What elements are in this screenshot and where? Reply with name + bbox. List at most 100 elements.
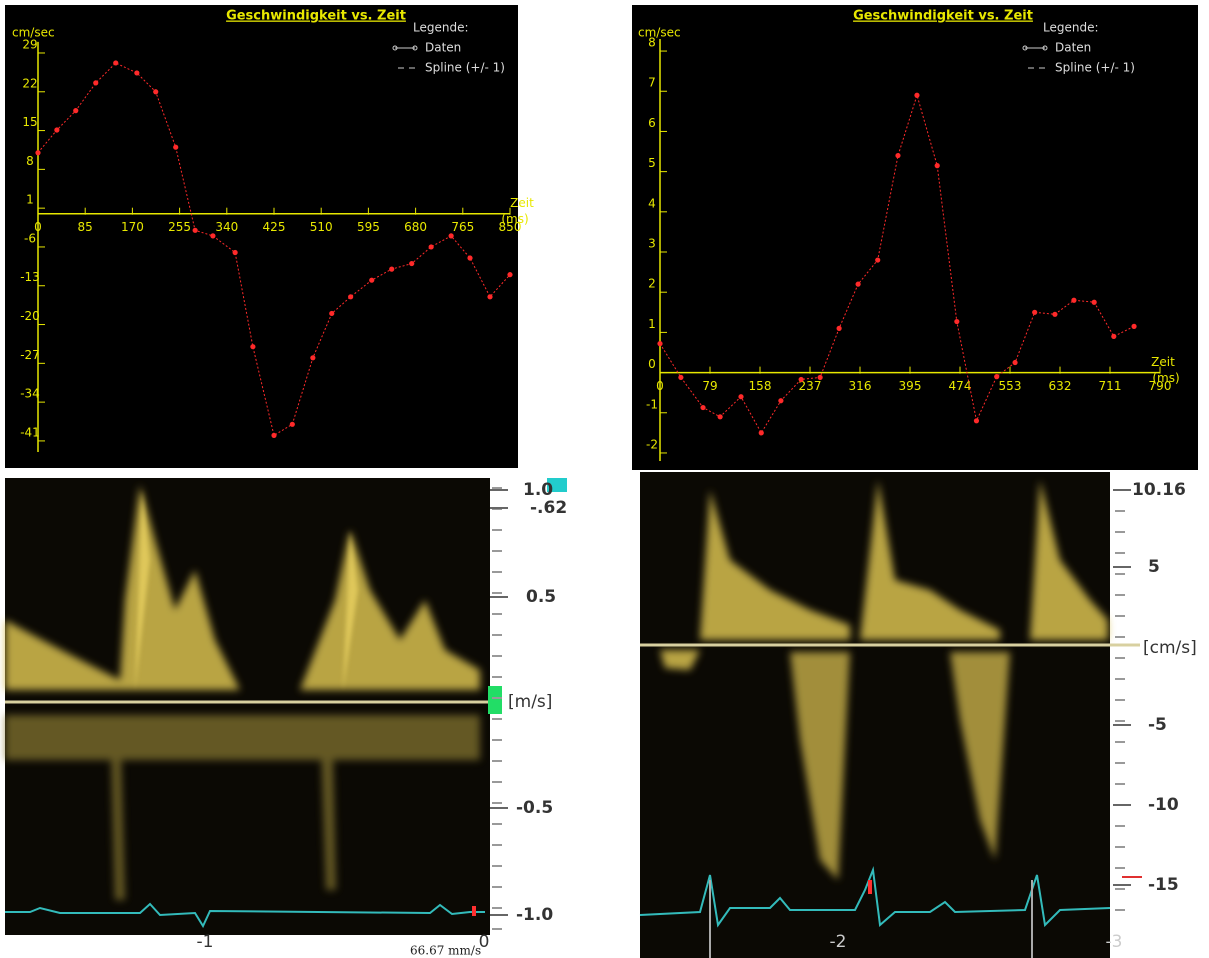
scale-label: 0.5 bbox=[526, 587, 556, 607]
y-tick-label: -13 bbox=[20, 270, 40, 284]
data-point bbox=[250, 344, 255, 349]
data-point bbox=[1131, 324, 1136, 329]
page: 1.0-.620.5-0.5-1.0[m/s]-1066.67 mm/s10.1… bbox=[0, 0, 1209, 958]
data-point bbox=[856, 282, 861, 287]
data-point bbox=[329, 311, 334, 316]
data-point bbox=[837, 326, 842, 331]
data-point bbox=[290, 422, 295, 427]
x-tick-label: 765 bbox=[451, 220, 474, 234]
data-point bbox=[73, 108, 78, 113]
time-label: -3 bbox=[1106, 932, 1123, 952]
data-point bbox=[233, 250, 238, 255]
data-point bbox=[310, 355, 315, 360]
data-point bbox=[409, 261, 414, 266]
x-axis-label: Zeit bbox=[510, 196, 534, 210]
x-tick-label: 711 bbox=[1099, 379, 1122, 393]
chart-panel bbox=[632, 5, 1198, 470]
legend-title: Legende: bbox=[1043, 21, 1099, 35]
y-tick-label: -2 bbox=[646, 437, 658, 451]
data-point bbox=[429, 244, 434, 249]
x-tick-label: 0 bbox=[656, 379, 664, 393]
data-point bbox=[818, 375, 823, 380]
x-tick-label: 553 bbox=[999, 379, 1022, 393]
data-point bbox=[54, 127, 59, 132]
x-tick-label: 85 bbox=[78, 220, 93, 234]
data-point bbox=[153, 89, 158, 94]
y-tick-label: 7 bbox=[648, 76, 656, 90]
scale-label: -.62 bbox=[530, 498, 567, 518]
y-tick-label: -20 bbox=[20, 309, 40, 323]
data-point bbox=[1012, 360, 1017, 365]
scale-label: -15 bbox=[1148, 875, 1179, 895]
x-tick-label: 425 bbox=[263, 220, 286, 234]
data-point bbox=[134, 70, 139, 75]
data-point bbox=[994, 374, 999, 379]
x-tick-label: 850 bbox=[499, 220, 522, 234]
x-tick-label: 395 bbox=[899, 379, 922, 393]
x-tick-label: 316 bbox=[849, 379, 872, 393]
legend-label: Spline (+/- 1) bbox=[425, 61, 505, 75]
data-point bbox=[914, 93, 919, 98]
data-point bbox=[1092, 300, 1097, 305]
y-tick-label: 0 bbox=[648, 357, 656, 371]
y-tick-label: -1 bbox=[646, 397, 658, 411]
y-axis-label: cm/sec bbox=[638, 26, 681, 40]
data-point bbox=[193, 228, 198, 233]
scale-label: -1.0 bbox=[516, 905, 553, 925]
x-axis-label: Zeit bbox=[1151, 355, 1175, 369]
data-point bbox=[1071, 298, 1076, 303]
sweep-speed: 66.67 mm/s bbox=[410, 944, 481, 958]
scale-label: -10 bbox=[1148, 795, 1179, 815]
data-point bbox=[700, 405, 705, 410]
y-tick-label: 1 bbox=[648, 317, 656, 331]
data-point bbox=[271, 433, 276, 438]
y-tick-label: 6 bbox=[648, 116, 656, 130]
time-label: -2 bbox=[830, 932, 847, 952]
scale-label: 10.16 bbox=[1132, 480, 1186, 500]
data-point bbox=[954, 319, 959, 324]
x-tick-label: 0 bbox=[34, 220, 42, 234]
data-point bbox=[1052, 312, 1057, 317]
data-point bbox=[369, 278, 374, 283]
x-tick-label: 474 bbox=[949, 379, 972, 393]
time-label: -1 bbox=[197, 932, 214, 952]
y-tick-label: -34 bbox=[20, 387, 40, 401]
data-point bbox=[799, 377, 804, 382]
data-point bbox=[678, 375, 683, 380]
unit-label: [m/s] bbox=[508, 692, 552, 712]
data-point bbox=[657, 341, 662, 346]
x-tick-label: 170 bbox=[121, 220, 144, 234]
data-point bbox=[1111, 334, 1116, 339]
y-tick-label: -41 bbox=[20, 425, 40, 439]
y-tick-label: 8 bbox=[26, 154, 34, 168]
chart-title: Geschwindigkeit vs. Zeit bbox=[853, 9, 1033, 24]
y-tick-label: 29 bbox=[22, 37, 37, 51]
data-point bbox=[935, 163, 940, 168]
y-tick-label: 4 bbox=[648, 196, 656, 210]
x-tick-label: 632 bbox=[1049, 379, 1072, 393]
x-tick-label: 340 bbox=[215, 220, 238, 234]
x-tick-label: 255 bbox=[168, 220, 191, 234]
data-point bbox=[35, 150, 40, 155]
data-point bbox=[487, 294, 492, 299]
data-point bbox=[93, 80, 98, 85]
x-tick-label: 790 bbox=[1149, 379, 1172, 393]
unit-label: [cm/s] bbox=[1143, 638, 1197, 658]
y-tick-label: 3 bbox=[648, 237, 656, 251]
data-point bbox=[389, 267, 394, 272]
doppler-image bbox=[5, 478, 567, 935]
legend-label: Daten bbox=[425, 41, 461, 55]
y-tick-label: 2 bbox=[648, 277, 656, 291]
x-tick-label: 158 bbox=[749, 379, 772, 393]
legend-label: Spline (+/- 1) bbox=[1055, 61, 1135, 75]
data-point bbox=[210, 233, 215, 238]
y-tick-label: 22 bbox=[22, 76, 37, 90]
x-tick-label: 680 bbox=[404, 220, 427, 234]
data-point bbox=[113, 60, 118, 65]
data-point bbox=[974, 418, 979, 423]
y-tick-label: 5 bbox=[648, 156, 656, 170]
y-tick-label: 1 bbox=[26, 193, 34, 207]
x-tick-label: 79 bbox=[702, 379, 717, 393]
scale-label: -0.5 bbox=[516, 798, 553, 818]
x-tick-label: 595 bbox=[357, 220, 380, 234]
